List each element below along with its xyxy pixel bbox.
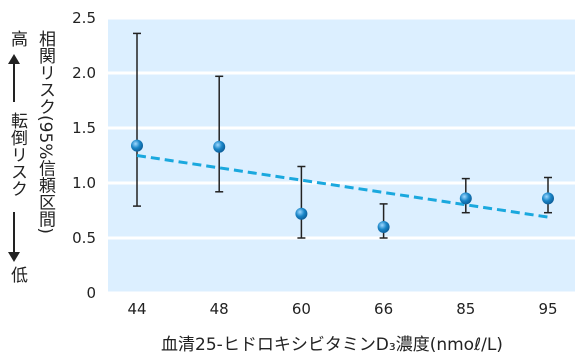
x-tick-label: 60 [292,300,311,318]
data-point-44 [131,139,143,152]
side-label-low: 低 [7,266,27,283]
arrow-up-head [8,54,20,64]
data-point-60 [295,207,308,220]
arrow-up-line [13,60,15,102]
data-point-66 [377,221,390,233]
x-tick-label: 44 [127,300,146,318]
y-axis-label: 相関リスク(95%信頼区間) [35,30,55,235]
y-tick-label: 0 [86,284,96,302]
y-tick-label: 1.0 [72,174,96,192]
background-bands [108,19,575,292]
band-2 [108,129,575,182]
x-tick-label: 48 [210,300,229,318]
data-point-85 [459,192,472,205]
error-bar [215,75,224,193]
data-points [131,139,554,233]
y-tick-label: 2.5 [72,9,96,27]
band-4 [108,19,575,72]
x-tick-label: 66 [374,300,393,318]
x-tick-label: 85 [456,300,475,318]
data-point-95 [542,192,554,205]
band-3 [108,74,575,127]
arrow-down-head [8,252,20,262]
error-bar [133,32,141,207]
x-tick-labels: 44 48 60 66 85 95 [127,300,557,318]
y-tick-label: 2.0 [72,64,96,82]
x-tick-label: 95 [538,300,557,318]
y-tick-labels: 0 0.5 1.0 1.5 2.0 2.5 [72,9,96,302]
side-label-high: 高 [7,30,27,47]
data-point-48 [213,140,226,153]
error-bar [297,165,306,239]
side-label-middle: 転倒リスク [7,112,27,197]
x-axis-label: 血清25-ヒドロキシビタミンD₃濃度(nmoℓ/L) [161,335,503,355]
band-0 [108,239,575,292]
y-tick-label: 0.5 [72,229,96,247]
y-tick-label: 1.5 [72,119,96,137]
arrow-down-line [13,212,15,254]
